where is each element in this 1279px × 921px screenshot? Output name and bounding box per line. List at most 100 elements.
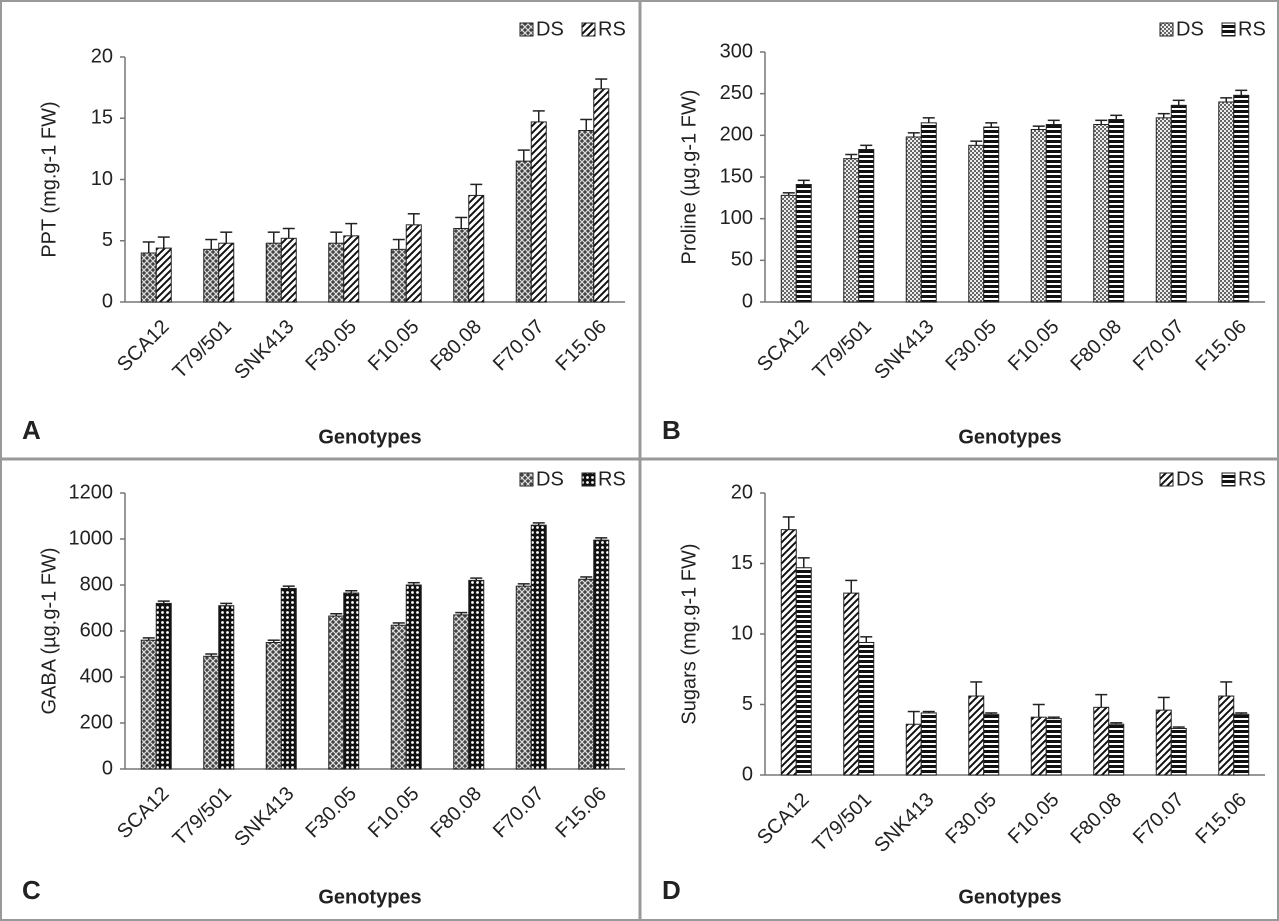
error-bar: [907, 132, 920, 137]
error-bar: [267, 639, 280, 643]
error-bar: [1032, 703, 1045, 718]
bar: [780, 194, 797, 303]
x-tick-label: SNK413: [870, 316, 938, 384]
error-bar: [797, 179, 810, 185]
bar: [140, 639, 157, 770]
x-tick-label: SCA12: [753, 789, 813, 849]
bar: [343, 235, 360, 303]
error-bar: [532, 522, 545, 526]
error-bar: [142, 241, 155, 253]
legend-label: RS: [1238, 18, 1266, 40]
error-bar: [282, 227, 295, 239]
y-tick-label: 1000: [69, 527, 114, 549]
error-bar: [845, 153, 858, 159]
error-bar: [532, 110, 545, 122]
y-tick-label: 250: [720, 82, 753, 104]
legend-label: DS: [536, 468, 564, 490]
y-tick-label: 10: [731, 622, 753, 644]
error-bar: [205, 238, 218, 250]
y-tick-label: 200: [80, 711, 113, 733]
y-tick-label: 100: [720, 207, 753, 229]
bar: [593, 88, 610, 303]
error-bar: [455, 611, 468, 615]
y-axis-label: GABA (µg.g-1 FW): [38, 547, 60, 714]
y-axis-label: PPT (mg.g-1 FW): [38, 101, 60, 257]
bar: [920, 122, 937, 303]
bar: [968, 144, 985, 303]
legend-label: RS: [1238, 468, 1266, 490]
y-tick-label: 0: [102, 290, 113, 312]
legend-label: RS: [598, 468, 626, 490]
error-bar: [392, 238, 405, 250]
error-bar: [797, 557, 810, 568]
bar: [453, 228, 470, 303]
x-tick-label: F70.07: [489, 316, 549, 376]
legend-swatch: [581, 472, 596, 487]
x-axis-label: Genotypes: [958, 886, 1061, 908]
error-bar: [282, 585, 295, 589]
bar: [1045, 124, 1062, 303]
bar: [155, 247, 172, 303]
x-tick-label: SNK413: [870, 789, 938, 857]
x-tick-label: F70.07: [1129, 789, 1189, 849]
bar: [968, 695, 985, 776]
y-tick-label: 15: [91, 107, 113, 129]
bar: [578, 130, 595, 303]
y-tick-label: 5: [742, 693, 753, 715]
x-tick-label: T79/501: [169, 783, 236, 850]
y-tick-label: 400: [80, 665, 113, 687]
error-bar: [220, 231, 233, 244]
legend-swatch: [1159, 22, 1174, 37]
bar: [280, 237, 297, 303]
y-tick-label: 5: [102, 229, 113, 251]
error-bar: [595, 78, 608, 89]
y-tick-label: 15: [731, 552, 753, 574]
panel-label: C: [22, 875, 41, 905]
x-tick-label: F15.06: [1191, 789, 1251, 849]
legend-swatch: [1221, 472, 1236, 487]
bar: [515, 585, 532, 770]
error-bar: [267, 231, 280, 244]
x-tick-label: SCA12: [113, 316, 173, 376]
y-tick-label: 20: [731, 481, 753, 503]
x-tick-label: F80.08: [426, 316, 486, 376]
x-tick-label: F10.05: [1004, 789, 1064, 849]
bar: [1108, 723, 1125, 776]
y-tick-label: 200: [720, 124, 753, 146]
bar: [1170, 104, 1187, 303]
x-tick-label: F15.06: [551, 316, 611, 376]
x-tick-label: F80.08: [426, 783, 486, 843]
bar: [593, 539, 610, 770]
error-bar: [782, 192, 795, 196]
bar: [1108, 119, 1125, 303]
legend-swatch: [519, 472, 534, 487]
bar: [1233, 94, 1250, 303]
x-axis-label: Genotypes: [318, 886, 421, 908]
error-bar: [970, 681, 983, 697]
x-tick-label: F10.05: [364, 316, 424, 376]
error-bar: [1047, 119, 1060, 125]
bar: [530, 121, 547, 303]
bar: [1218, 101, 1235, 303]
error-bar: [1157, 696, 1170, 711]
x-tick-label: F80.08: [1066, 789, 1126, 849]
bar: [265, 242, 282, 303]
y-tick-label: 1200: [69, 481, 114, 503]
legend-swatch: [1159, 472, 1174, 487]
error-bar: [1110, 722, 1123, 725]
bar: [140, 252, 157, 303]
error-bar: [1110, 114, 1123, 120]
bar: [453, 614, 470, 770]
error-bar: [220, 602, 233, 606]
bar: [328, 242, 345, 303]
error-bar: [407, 213, 420, 225]
error-bar: [580, 576, 593, 580]
error-bar: [1172, 726, 1185, 729]
error-bar: [205, 653, 218, 657]
error-bar: [985, 712, 998, 715]
x-tick-label: T79/501: [169, 316, 236, 383]
error-bar: [517, 583, 530, 587]
